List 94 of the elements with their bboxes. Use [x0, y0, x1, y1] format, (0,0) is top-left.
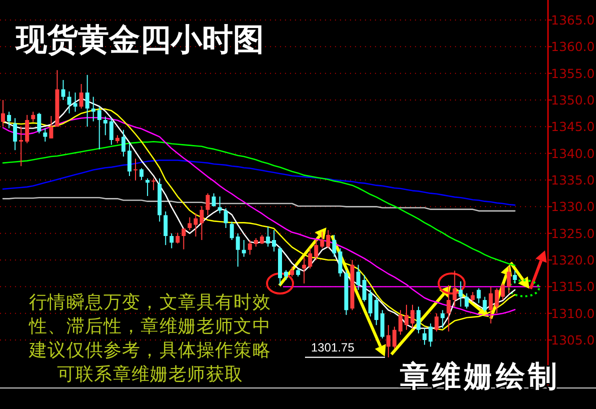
candlestick: [13, 118, 18, 151]
y-tick-label: 1350.0: [551, 92, 595, 108]
y-tick-label: 1355.0: [551, 66, 595, 81]
candlestick: [242, 240, 246, 258]
candlestick: [260, 234, 264, 244]
candlestick: [206, 192, 210, 216]
candlestick: [506, 266, 511, 294]
candlestick: [31, 111, 36, 122]
candlestick: [170, 232, 174, 249]
y-tick-label: 1330.0: [551, 199, 595, 214]
y-tick-label: 1310.0: [551, 306, 595, 321]
candlestick: [452, 270, 457, 308]
candlestick: [133, 158, 138, 182]
y-tick-label: 1365.0: [551, 12, 595, 28]
annotation: 行情瞬息万变，文章具有时效性、滞后性，章维姗老师文中建议仅供参考，具体操作策略可联系章维姗老师获取: [28, 292, 271, 385]
candlestick: [266, 226, 270, 248]
y-tick-label: 1305.0: [551, 332, 595, 348]
candlestick: [308, 248, 312, 270]
candlestick: [470, 292, 475, 302]
candlestick: [1, 100, 6, 128]
candlestick: [422, 328, 427, 346]
candlestick: [224, 208, 228, 228]
y-tick-label: 1340.0: [551, 146, 595, 161]
candlestick: [446, 284, 451, 332]
candlestick: [212, 192, 216, 208]
candlestick: [320, 231, 324, 249]
candlestick: [416, 306, 421, 334]
candlestick: [109, 118, 114, 146]
candlestick: [85, 74, 90, 128]
candlestick: [302, 256, 306, 284]
candlestick: [140, 168, 144, 180]
candlestick: [404, 304, 408, 330]
candlestick: [362, 274, 366, 302]
candlestick: [332, 234, 336, 258]
candlestick: [49, 116, 54, 139]
candlestick: [248, 240, 252, 256]
candlestick: [230, 221, 234, 240]
candlestick: [284, 270, 288, 280]
candlestick: [188, 216, 192, 231]
candlestick: [37, 112, 42, 134]
candlestick: [43, 128, 48, 142]
candlestick: [500, 282, 505, 300]
candlestick: [73, 92, 78, 112]
candlestick: [236, 232, 240, 268]
candlestick: [97, 106, 102, 150]
candlestick: [356, 264, 360, 290]
candlestick: [61, 80, 66, 100]
candlestick: [482, 296, 487, 312]
candlestick: [164, 210, 168, 246]
candlestick: [272, 230, 276, 252]
candlestick: [314, 240, 318, 260]
y-tick-label: 1320.0: [551, 252, 595, 268]
candlestick: [398, 310, 402, 336]
y-tick-label: 1360.0: [551, 39, 595, 54]
candlestick: [194, 212, 198, 238]
candlestick: [428, 322, 433, 348]
candlestick: [127, 142, 132, 176]
candlestick: [338, 248, 342, 278]
candlestick: [476, 288, 481, 304]
candlestick: [488, 286, 493, 324]
candlestick: [200, 206, 204, 240]
candlestick: [386, 324, 390, 358]
candlestick: [440, 310, 445, 329]
candlestick: [121, 129, 126, 158]
candlestick: [368, 289, 372, 318]
y-tick-label: 1315.0: [551, 279, 595, 294]
candlestick: [374, 296, 378, 326]
candlestick: [67, 90, 72, 114]
candlestick: [410, 304, 415, 329]
candlestick: [392, 326, 396, 350]
candlestick: [146, 178, 150, 196]
candlestick: [91, 96, 96, 122]
y-tick-label: 1325.0: [551, 226, 595, 241]
text: 现货黄金四小时图: [15, 22, 264, 58]
candlestick: [512, 270, 517, 284]
candlestick: [326, 230, 330, 249]
candlestick: [218, 196, 222, 214]
candlestick: [176, 232, 180, 244]
candlestick: [182, 228, 186, 250]
candlestick: [152, 178, 156, 191]
candlestick: [458, 280, 463, 308]
candlestick: [464, 292, 469, 310]
candlestick: [380, 310, 384, 339]
candlestick: [7, 111, 12, 129]
candlestick: [434, 312, 439, 332]
candlestick: [25, 114, 30, 144]
candlestick: [79, 84, 84, 110]
annotation: 1301.75: [311, 340, 355, 354]
candlestick: [290, 266, 294, 278]
candlestick: [103, 116, 108, 136]
candlestick: [494, 288, 499, 314]
y-tick-label: 1335.0: [551, 172, 595, 188]
candlestick: [19, 126, 24, 167]
y-tick-label: 1345.0: [551, 119, 595, 134]
